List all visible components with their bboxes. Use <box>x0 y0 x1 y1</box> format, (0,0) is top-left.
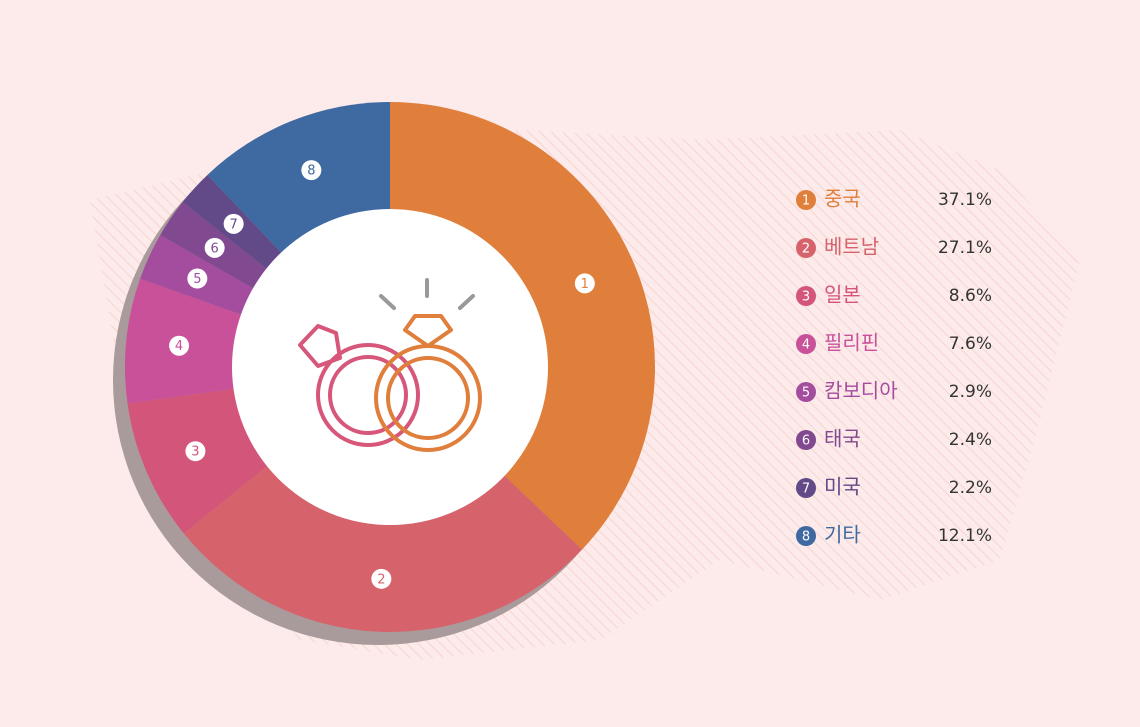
legend-marker: 7 <box>802 482 810 497</box>
legend-label: 중국 <box>824 187 861 211</box>
legend-marker: 4 <box>802 338 810 353</box>
wedge-marker: 3 <box>191 445 199 460</box>
legend-value: 37.1% <box>938 190 992 210</box>
wedge-marker: 8 <box>307 164 315 179</box>
legend-marker-bg <box>796 478 816 498</box>
legend-label: 필리핀 <box>824 331 879 355</box>
legend-value: 27.1% <box>938 238 992 258</box>
legend-marker: 2 <box>802 242 810 257</box>
legend-marker-bg <box>796 526 816 546</box>
legend-label: 기타 <box>824 523 861 547</box>
legend-marker: 6 <box>802 434 810 449</box>
legend-value: 8.6% <box>949 286 992 306</box>
legend-marker-bg <box>796 334 816 354</box>
legend-value: 2.9% <box>949 382 992 402</box>
legend-marker: 5 <box>802 386 810 401</box>
legend-marker: 1 <box>802 194 810 209</box>
legend-value: 2.4% <box>949 430 992 450</box>
legend-marker-bg <box>796 430 816 450</box>
legend-label: 일본 <box>824 283 861 307</box>
wedge-marker-bg <box>371 568 392 589</box>
wedge-marker-bg <box>223 213 244 234</box>
legend-marker-bg <box>796 382 816 402</box>
legend-label: 캄보디아 <box>824 379 898 403</box>
wedge-marker: 6 <box>211 241 219 256</box>
legend-value: 7.6% <box>949 334 992 354</box>
legend-marker-bg <box>796 286 816 306</box>
center-hole <box>232 209 548 525</box>
legend-marker: 8 <box>802 530 810 545</box>
ring-icon <box>298 278 482 452</box>
wedge-marker-bg <box>204 237 225 258</box>
wedge-marker-bg <box>185 441 206 462</box>
wedge-marker: 7 <box>230 217 238 232</box>
legend-label: 베트남 <box>824 235 879 259</box>
wedge-marker-bg <box>187 268 208 289</box>
legend-marker: 3 <box>802 290 810 305</box>
legend-value: 12.1% <box>938 526 992 546</box>
wedge-marker: 4 <box>175 339 183 354</box>
legend-label: 태국 <box>824 427 861 451</box>
legend-label: 미국 <box>824 475 861 499</box>
wedge-marker-bg <box>301 160 322 181</box>
wedge-marker: 1 <box>581 277 589 292</box>
wedge-marker-bg <box>169 335 190 356</box>
legend-marker-bg <box>796 238 816 258</box>
wedge-marker: 2 <box>377 572 385 587</box>
legend-marker-bg <box>796 190 816 210</box>
wedge-marker-bg <box>574 273 595 294</box>
wedge-marker: 5 <box>193 272 201 287</box>
legend-value: 2.2% <box>949 478 992 498</box>
